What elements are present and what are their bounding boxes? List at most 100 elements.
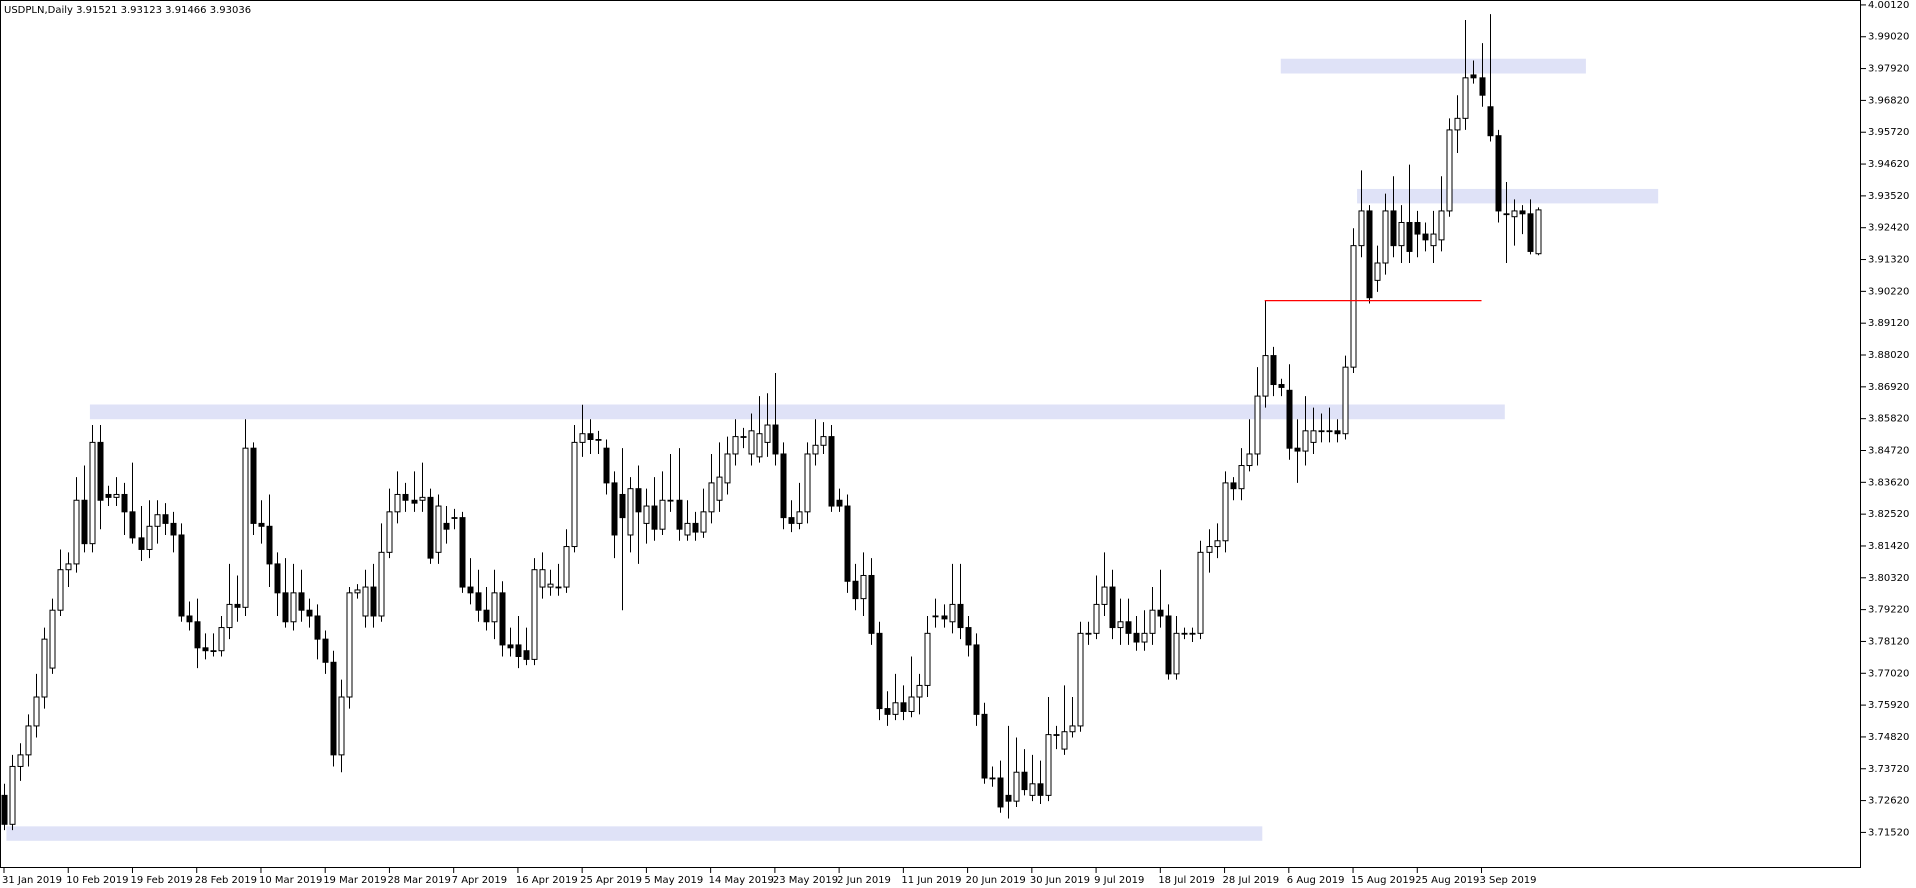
- candle-body: [1390, 210, 1397, 247]
- candle-body: [1382, 210, 1389, 264]
- y-tick-label: 4.00120: [1868, 0, 1909, 11]
- y-tick-label: 3.81420: [1868, 541, 1909, 552]
- candle-body: [298, 592, 305, 611]
- candle-body: [724, 453, 731, 484]
- candle-body: [1149, 609, 1156, 634]
- candle-body: [1262, 355, 1269, 397]
- candle-body: [1527, 213, 1534, 252]
- candle-body: [1326, 430, 1333, 433]
- candle-body: [1214, 540, 1221, 548]
- candle-body: [772, 424, 779, 455]
- candle-body: [1141, 632, 1148, 643]
- candle-body: [394, 493, 401, 513]
- candle-body: [81, 499, 88, 545]
- y-tick-label: 3.82520: [1868, 509, 1909, 520]
- candle-body: [651, 505, 658, 530]
- y-tick-label: 3.97920: [1868, 64, 1909, 75]
- candle-body: [1430, 233, 1437, 247]
- candle-body: [571, 441, 578, 548]
- candle-body: [218, 627, 225, 652]
- candle-body: [531, 569, 538, 660]
- candle-body: [828, 436, 835, 507]
- candle-body: [1013, 771, 1020, 802]
- candle-body: [1406, 221, 1413, 252]
- candle-body: [354, 589, 361, 594]
- candle-body: [788, 517, 795, 524]
- candle-body: [154, 514, 161, 527]
- candle-body: [1222, 482, 1229, 542]
- candle-body: [643, 505, 650, 524]
- candle-body: [113, 493, 120, 498]
- y-tick-label: 3.83620: [1868, 477, 1909, 488]
- candle-body: [250, 447, 257, 524]
- candle-body: [1470, 74, 1477, 79]
- candle-body: [1238, 465, 1245, 490]
- x-tick-label: 15 Aug 2019: [1351, 875, 1415, 886]
- candle-body: [555, 586, 562, 589]
- candle-body: [1125, 621, 1132, 634]
- candle-body: [491, 592, 498, 623]
- y-tick-label: 3.91320: [1868, 255, 1909, 266]
- y-tick-label: 3.71520: [1868, 827, 1909, 838]
- candle-body: [1246, 453, 1253, 467]
- candle-body: [266, 525, 273, 565]
- candle-body: [563, 546, 570, 588]
- candle-body: [635, 488, 642, 513]
- x-tick-label: 19 Mar 2019: [323, 875, 386, 886]
- candle-body: [1310, 430, 1317, 443]
- candle-body: [700, 511, 707, 533]
- candle-body: [314, 615, 321, 640]
- candle-body: [1350, 245, 1357, 368]
- candle-body: [1101, 586, 1108, 605]
- candle-body: [41, 638, 48, 698]
- candle-body: [1189, 632, 1196, 635]
- x-tick-label: 6 Aug 2019: [1287, 875, 1345, 886]
- candle-body: [981, 713, 988, 779]
- candle-body: [627, 488, 634, 536]
- candle-body: [989, 777, 996, 780]
- x-tick-label: 14 May 2019: [709, 875, 774, 886]
- y-tick-label: 3.90220: [1868, 286, 1909, 297]
- candle-body: [1117, 621, 1124, 629]
- candle-body: [1270, 355, 1277, 386]
- candle-body: [547, 583, 554, 588]
- y-tick-label: 3.94620: [1868, 159, 1909, 170]
- candle-body: [539, 569, 546, 588]
- candle-body: [844, 505, 851, 582]
- y-tick-label: 3.96820: [1868, 95, 1909, 106]
- candle-body: [1374, 262, 1381, 281]
- candle-body: [595, 438, 602, 441]
- x-tick-label: 28 Feb 2019: [195, 875, 257, 886]
- candle-body: [467, 586, 474, 594]
- candle-body: [65, 563, 72, 571]
- candle-body: [965, 627, 972, 646]
- candle-body: [1414, 221, 1421, 235]
- candle-body: [941, 615, 948, 620]
- candle-body: [667, 499, 674, 502]
- candle-body: [684, 522, 691, 536]
- y-tick-label: 3.99020: [1868, 32, 1909, 43]
- y-tick-label: 3.89120: [1868, 318, 1909, 329]
- candle-body: [587, 433, 594, 440]
- candle-body: [435, 505, 442, 553]
- candle-body: [716, 476, 723, 501]
- candle-body: [860, 574, 867, 600]
- candle-body: [338, 696, 345, 756]
- candle-body: [1479, 77, 1486, 96]
- candle-body: [1133, 632, 1140, 643]
- x-tick-label: 2 Jun 2019: [837, 875, 891, 886]
- candle-body: [443, 522, 450, 530]
- plot-frame: [0, 0, 1861, 868]
- candle-body: [1077, 632, 1084, 727]
- candle-body: [73, 499, 80, 565]
- candle-body: [1487, 106, 1494, 137]
- candle-body: [1318, 430, 1325, 433]
- candle-body: [740, 436, 747, 438]
- candle-body: [1061, 731, 1068, 750]
- candle-body: [9, 765, 16, 825]
- y-tick-label: 3.85820: [1868, 414, 1909, 425]
- candle-body: [916, 684, 923, 698]
- x-tick-label: 10 Mar 2019: [259, 875, 322, 886]
